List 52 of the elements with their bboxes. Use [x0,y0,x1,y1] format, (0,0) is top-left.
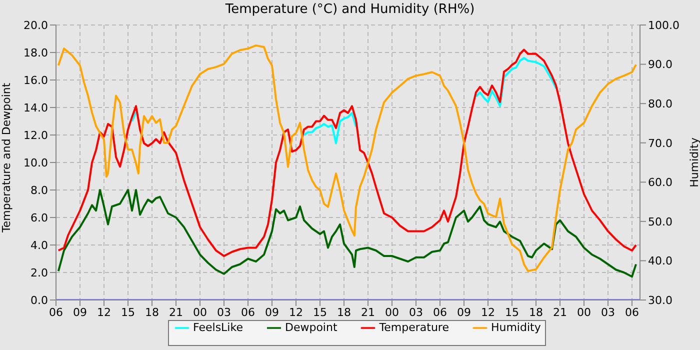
y-tick-label: 8.0 [30,184,48,197]
y-tick-label: 12.0 [24,128,48,142]
x-tick-label: 21 [361,306,375,319]
x-tick-label: 06 [433,306,447,319]
y2-tick-label: 40.0 [648,254,672,268]
x-tick-label: 12 [97,306,111,319]
x-tick-label: 09 [265,306,279,319]
chart-title: Temperature (°C) and Humidity (RH%) [224,2,476,17]
y-tick-label: 2.0 [30,266,48,280]
y2-tick-label: 30.0 [648,294,672,307]
x-tick-label: 15 [505,306,519,319]
line-series [57,189,637,278]
y-axis-title: Temperature and Dewpoint [0,82,13,234]
legend-label: Dewpoint [284,321,338,334]
legend-label: FeelsLike [193,321,243,334]
x-tick-label: 12 [481,306,495,319]
x-tick-label: 09 [73,306,87,319]
y-tick-label: 14.0 [24,101,48,114]
y-tick-label: 10.0 [24,156,48,170]
x-tick-label: 03 [601,306,615,319]
x-tick-label: 09 [457,306,471,319]
legend-label: Temperature [379,321,449,334]
x-tick-label: 18 [337,306,351,319]
y2-tick-label: 80.0 [648,97,672,110]
y2-tick-label: 60.0 [648,176,672,190]
y-tick-label: 4.0 [30,238,48,252]
x-tick-label: 06 [625,306,639,319]
x-tick-label: 18 [145,306,159,319]
y2-axis-title: Humidity [688,137,700,188]
x-tick-label: 00 [385,306,399,319]
y2-tick-label: 70.0 [648,136,672,150]
x-tick-label: 21 [169,306,183,319]
legend-label: Humidity [490,321,541,334]
x-tick-label: 00 [193,306,207,319]
x-tick-label: 15 [313,306,327,319]
y2-tick-label: 50.0 [648,215,672,228]
x-tick-label: 21 [553,306,567,319]
y-tick-label: 0.0 [30,294,48,307]
y-tick-label: 6.0 [30,211,48,224]
x-tick-label: 03 [409,306,423,319]
x-tick-label: 06 [241,306,255,319]
x-tick-label: 06 [49,306,63,319]
x-tick-label: 18 [529,306,543,319]
x-tick-label: 15 [121,306,135,319]
y-tick-label: 20.0 [24,18,48,32]
x-tick-label: 03 [217,306,231,319]
y2-tick-label: 90.0 [648,58,672,72]
x-tick-label: 00 [577,306,591,319]
y2-tick-label: 100.0 [648,18,680,32]
y-tick-label: 16.0 [24,74,48,87]
y-tick-label: 18.0 [24,46,48,60]
x-tick-label: 12 [289,306,303,319]
